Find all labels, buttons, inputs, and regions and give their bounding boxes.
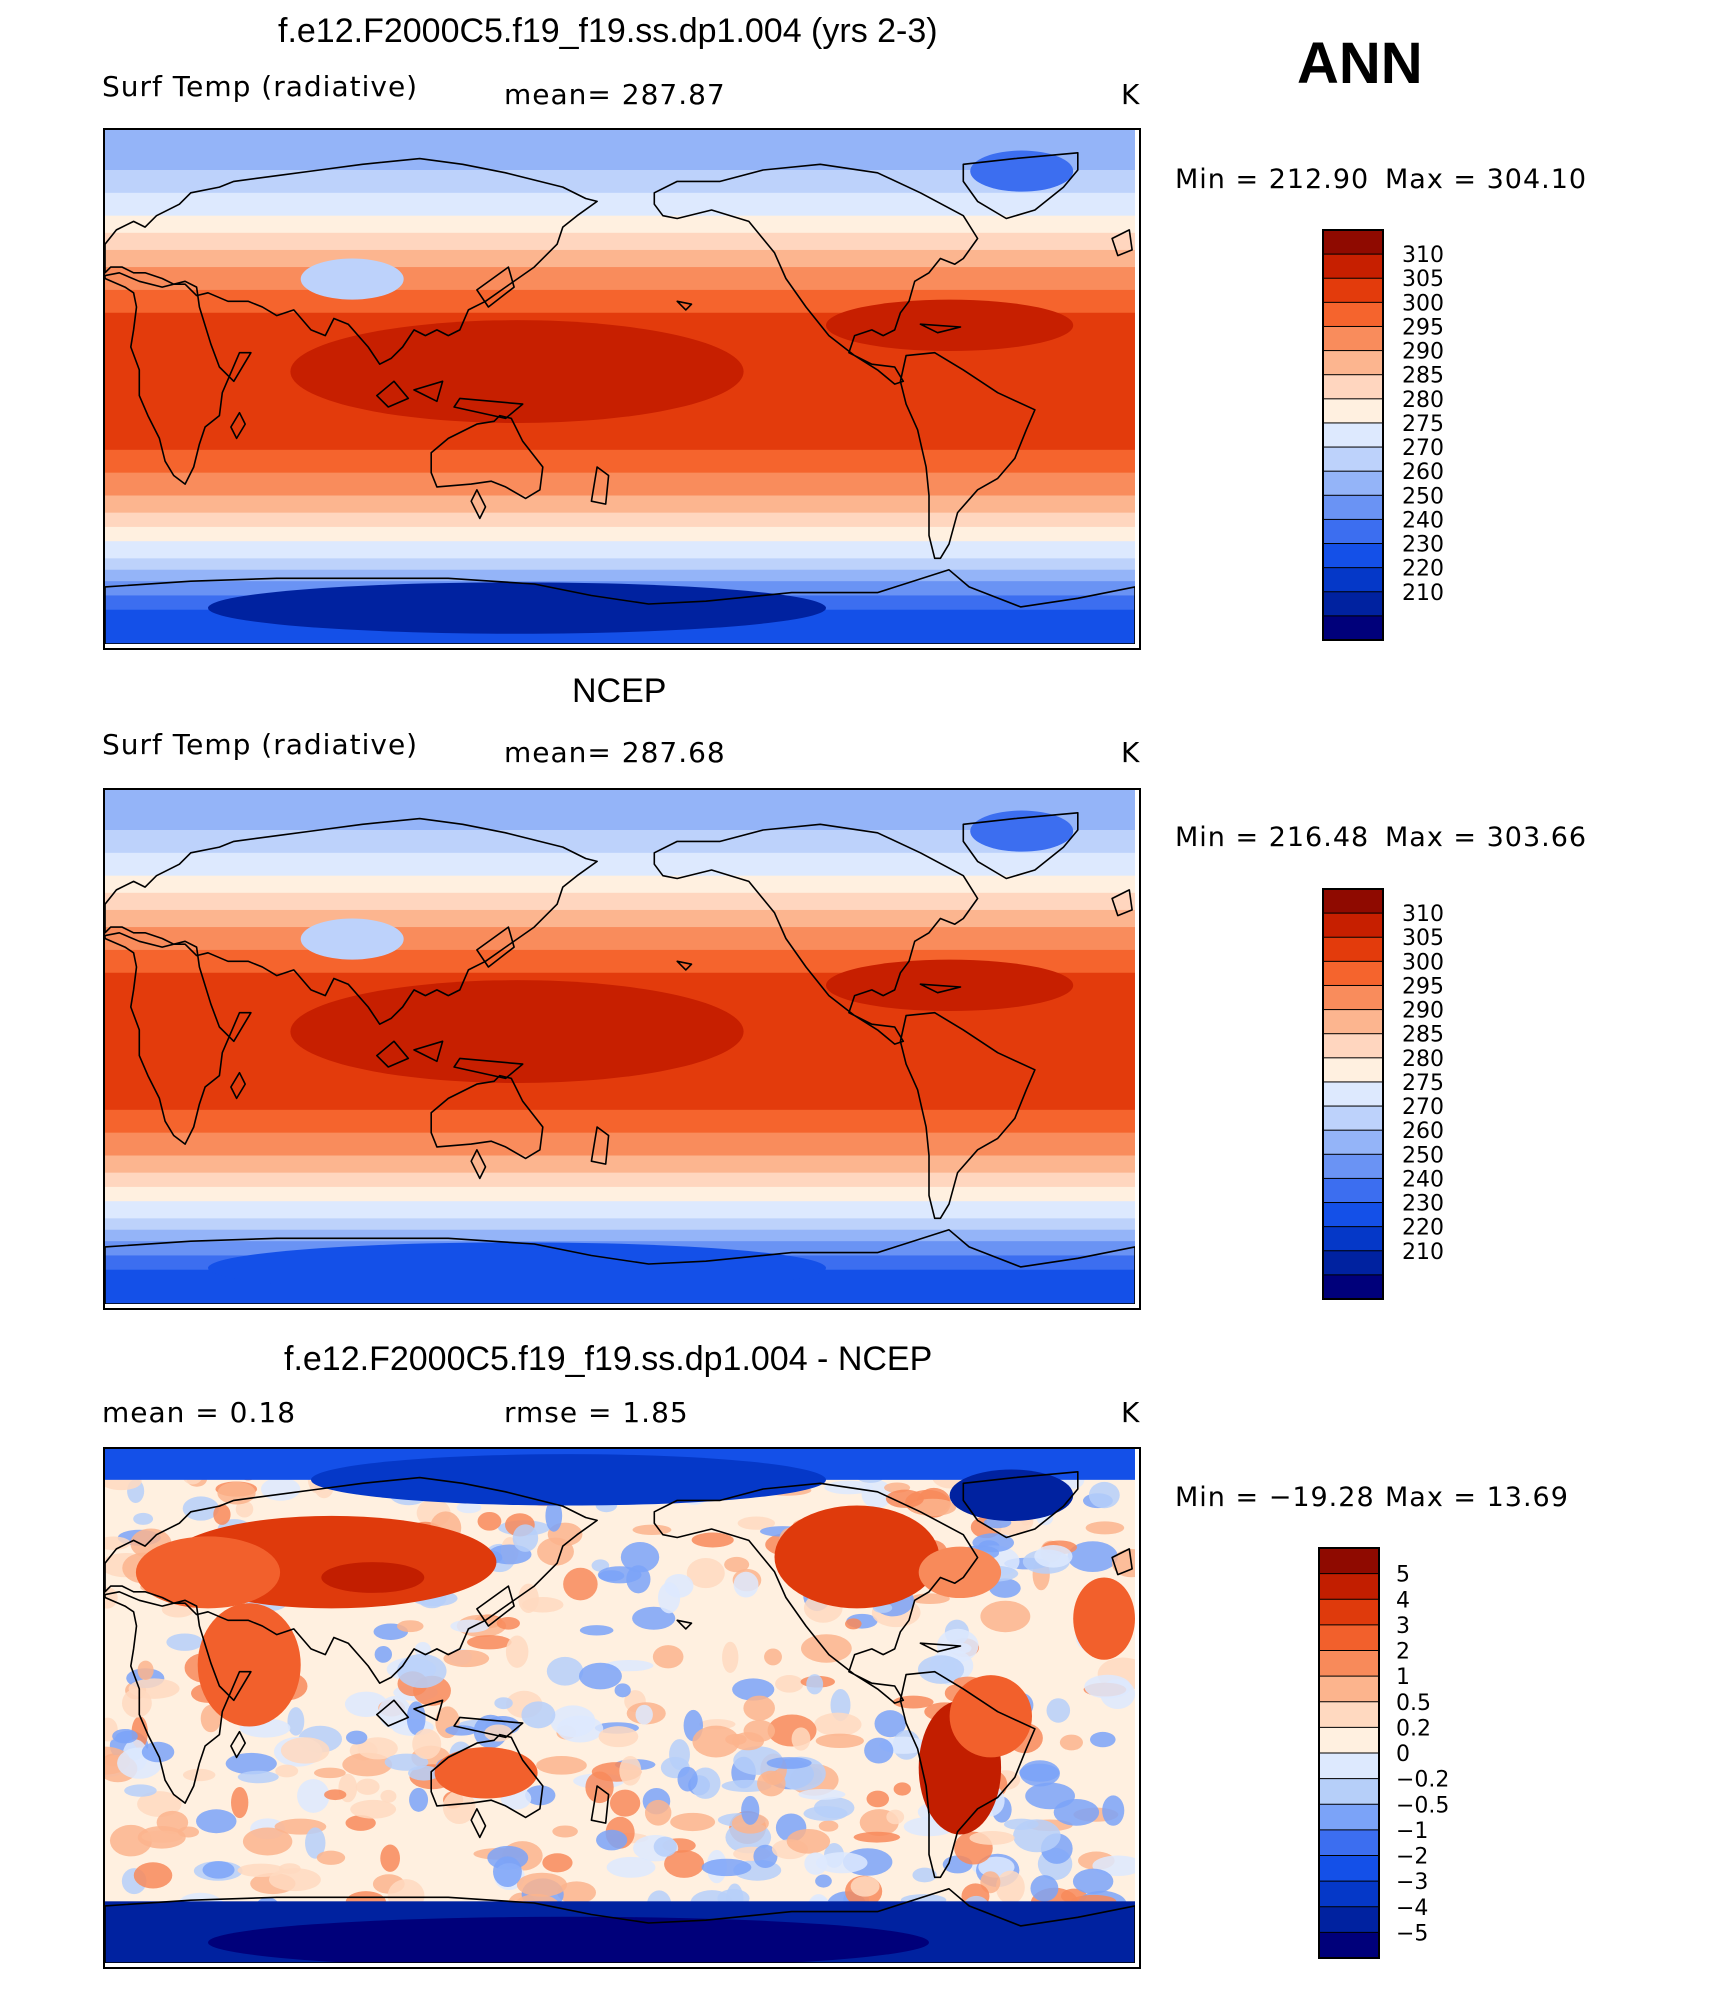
colorbar-tick-label: 220 [1402, 557, 1444, 582]
panel1-colorbar: 310 305 300 295 290 285 280 275 270 260 250 240 230 2… [1322, 229, 1462, 643]
colorbar-tick-label: 210 [1402, 581, 1444, 606]
panel1-title: f.e12.F2000C5.f19_f19.ss.dp1.004 (yrs 2-… [278, 12, 938, 50]
colorbar-tick-label: 240 [1402, 1167, 1444, 1192]
colorbar-tick-label: −0.2 [1396, 1768, 1449, 1793]
colorbar-tick-label: 290 [1402, 999, 1444, 1024]
panel1-mean-label: mean= 287.87 [504, 78, 726, 111]
panel2-max-label: Max = 303.66 [1385, 822, 1588, 853]
panel3-colorbar: 5 4 3 2 1 0.5 0.2 0 −0.2 −0.5 −1 −2 −3 −4 −5 [1318, 1547, 1458, 1961]
colorbar-tick-label: 295 [1402, 974, 1444, 999]
colorbar-tick-label: 0.5 [1396, 1691, 1431, 1716]
colorbar-tick-label: −4 [1396, 1896, 1428, 1921]
panel2-variable-label: Surf Temp (radiative) [102, 728, 419, 761]
colorbar-tick-label: 305 [1402, 926, 1444, 951]
colorbar-tick-label: 230 [1402, 533, 1444, 558]
colorbar-tick-label: 210 [1402, 1240, 1444, 1265]
panel1-min-label: Min = 212.90 [1175, 164, 1370, 195]
panel2-colorbar: 310 305 300 295 290 285 280 275 270 260 250 240 230 2… [1322, 888, 1462, 1302]
colorbar-tick-label: 240 [1402, 508, 1444, 533]
panel1-variable-label: Surf Temp (radiative) [102, 70, 419, 103]
colorbar-tick-label: 230 [1402, 1192, 1444, 1217]
colorbar-tick-label: 0 [1396, 1742, 1410, 1767]
panel3-title: f.e12.F2000C5.f19_f19.ss.dp1.004 - NCEP [284, 1340, 933, 1378]
panel1-units-label: K [1121, 78, 1141, 111]
colorbar-tick-label: 295 [1402, 315, 1444, 340]
colorbar-tick-label: 1 [1396, 1665, 1410, 1690]
colorbar-tick-label: 275 [1402, 1071, 1444, 1096]
colorbar-tick-label: 250 [1402, 484, 1444, 509]
panel1-map [103, 128, 1141, 650]
colorbar-tick-label: 4 [1396, 1588, 1410, 1613]
colorbar-tick-label: 220 [1402, 1216, 1444, 1241]
colorbar-tick-label: 270 [1402, 1095, 1444, 1120]
colorbar-tick-label: −0.5 [1396, 1793, 1449, 1818]
colorbar-tick-label: 250 [1402, 1143, 1444, 1168]
colorbar-tick-label: 280 [1402, 1047, 1444, 1072]
colorbar-tick-label: −3 [1396, 1870, 1428, 1895]
panel2-map [103, 788, 1141, 1310]
panel2-title: NCEP [572, 672, 667, 710]
panel2-units-label: K [1121, 736, 1141, 769]
colorbar-tick-label: 2 [1396, 1640, 1410, 1665]
colorbar-tick-label: 285 [1402, 364, 1444, 389]
colorbar-tick-label: 280 [1402, 388, 1444, 413]
panel3-max-label: Max = 13.69 [1385, 1482, 1569, 1513]
panel3-min-label: Min = −19.28 [1175, 1482, 1375, 1513]
colorbar-tick-label: −1 [1396, 1819, 1428, 1844]
colorbar-tick-label: 260 [1402, 1119, 1444, 1144]
colorbar-tick-label: −2 [1396, 1845, 1428, 1870]
colorbar-tick-label: 290 [1402, 340, 1444, 365]
panel3-rmse-label: rmse = 1.85 [504, 1396, 689, 1429]
colorbar-tick-label: 270 [1402, 436, 1444, 461]
colorbar-tick-label: −5 [1396, 1921, 1428, 1946]
colorbar-tick-label: 5 [1396, 1563, 1410, 1588]
colorbar-tick-label: 285 [1402, 1023, 1444, 1048]
colorbar-tick-label: 300 [1402, 291, 1444, 316]
panel1-max-label: Max = 304.10 [1385, 164, 1588, 195]
colorbar-tick-label: 310 [1402, 243, 1444, 268]
panel3-mean-label: mean = 0.18 [102, 1396, 297, 1429]
panel2-min-label: Min = 216.48 [1175, 822, 1370, 853]
colorbar-tick-label: 300 [1402, 950, 1444, 975]
season-label: ANN [1297, 31, 1423, 96]
colorbar-tick-label: 275 [1402, 412, 1444, 437]
colorbar-tick-label: 3 [1396, 1614, 1410, 1639]
colorbar-tick-label: 305 [1402, 267, 1444, 292]
colorbar-tick-label: 260 [1402, 460, 1444, 485]
colorbar-tick-label: 310 [1402, 902, 1444, 927]
colorbar-tick-label: 0.2 [1396, 1716, 1431, 1741]
panel3-units-label: K [1121, 1396, 1141, 1429]
panel3-map [103, 1447, 1141, 1969]
panel2-mean-label: mean= 287.68 [504, 736, 726, 769]
